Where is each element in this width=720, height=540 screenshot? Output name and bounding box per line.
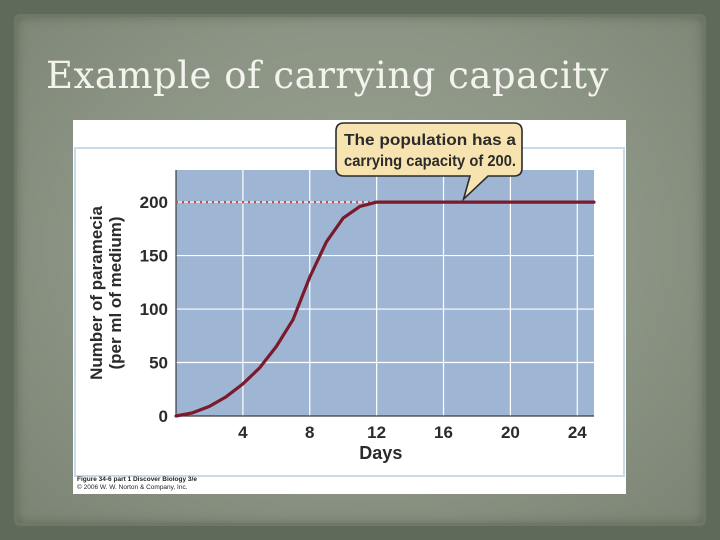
x-axis-label: Days [359,443,402,463]
slide-title: Example of carrying capacity [46,54,609,97]
x-tick-label: 24 [568,423,587,442]
plot-area [176,170,594,416]
y-tick-label: 150 [140,247,168,266]
caption-line-2: © 2006 W. W. Norton & Company, Inc. [77,484,188,491]
y-tick-label: 50 [149,354,168,373]
caption-line-1: Figure 34-6 part 1 Discover Biology 3/e [77,476,197,483]
annotation-callout [335,122,523,202]
y-tick-label: 100 [140,300,168,319]
x-tick-label: 20 [501,423,520,442]
growth-curve [174,200,596,418]
annotation-line1: The population has a [344,132,516,149]
y-axis-label-line1: Number of paramecia [87,206,106,380]
y-axis-label-line2: (per ml of medium) [106,216,125,369]
x-tick-label: 8 [305,423,314,442]
x-tick-label: 12 [367,423,386,442]
x-tick-label: 16 [434,423,453,442]
x-tick-label: 4 [238,423,248,442]
annotation-line2: carrying capacity of 200. [344,153,516,170]
y-axis-label-group: Number of paramecia (per ml of medium) [87,206,125,380]
figure-caption: Figure 34-6 part 1 Discover Biology 3/e … [77,476,197,492]
carrying-capacity-chart: 0 50 100 150 200 4 8 12 16 20 24 Days Number of para… [74,122,625,477]
y-tick-label: 0 [159,407,168,426]
y-tick-label: 200 [140,193,168,212]
figure-panel: 0 50 100 150 200 4 8 12 16 20 24 Days Number of para… [73,120,626,494]
